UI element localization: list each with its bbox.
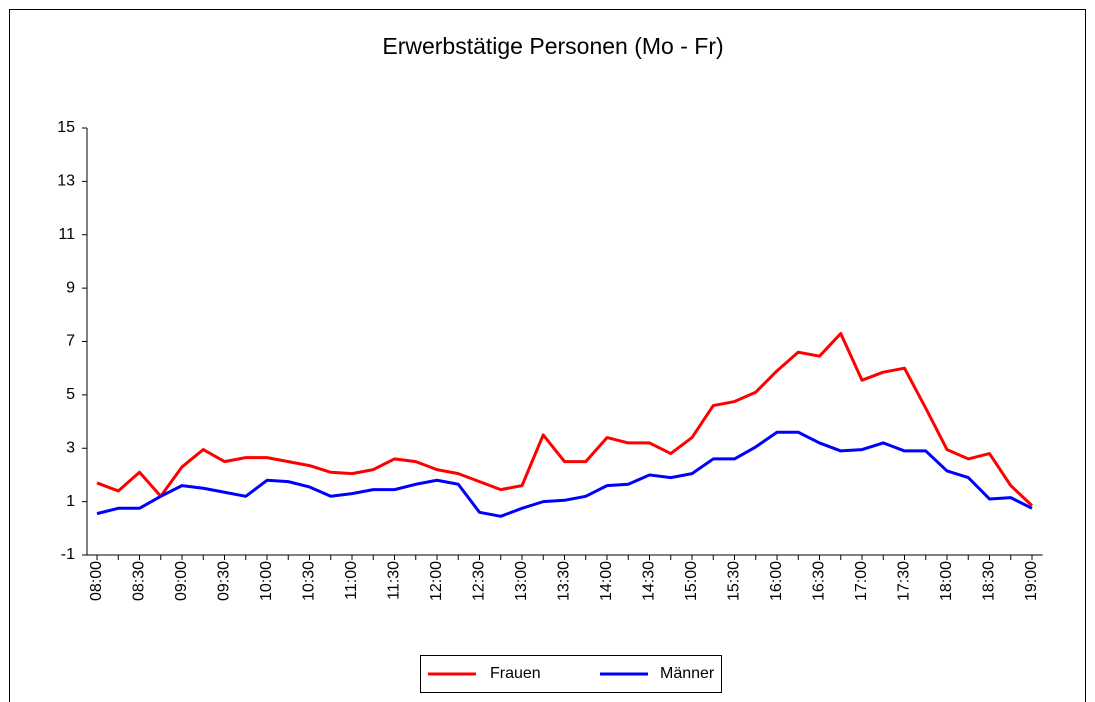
x-tick-label: 10:00 bbox=[258, 561, 275, 601]
x-tick-label: 11:00 bbox=[343, 561, 360, 600]
legend-label: Männer bbox=[660, 665, 715, 682]
y-tick-label: 9 bbox=[66, 279, 75, 296]
x-tick-label: 18:00 bbox=[938, 561, 955, 601]
x-tick-label: 14:30 bbox=[641, 561, 658, 601]
legend-label: Frauen bbox=[490, 665, 541, 682]
y-tick-label: 13 bbox=[57, 173, 75, 190]
x-tick-label: 19:00 bbox=[1023, 561, 1040, 601]
x-tick-label: 16:00 bbox=[768, 561, 785, 601]
x-tick-label: 11:30 bbox=[386, 561, 403, 600]
series-line bbox=[96, 430, 1033, 518]
series-line bbox=[96, 331, 1034, 507]
y-tick-label: -1 bbox=[61, 546, 75, 563]
x-tick-label: 12:00 bbox=[428, 561, 445, 601]
y-tick-label: 1 bbox=[66, 493, 75, 510]
x-tick-label: 17:00 bbox=[853, 561, 870, 601]
x-tick-label: 09:30 bbox=[216, 561, 233, 601]
x-tick-label: 15:00 bbox=[683, 561, 700, 601]
x-tick-label: 17:30 bbox=[896, 561, 913, 601]
y-tick-label: 7 bbox=[66, 333, 75, 350]
x-tick-label: 14:00 bbox=[598, 561, 615, 601]
y-tick-label: 15 bbox=[57, 119, 75, 136]
chart-title: Erwerbstätige Personen (Mo - Fr) bbox=[382, 33, 723, 59]
chart-border bbox=[9, 9, 1086, 702]
x-tick-label: 13:30 bbox=[556, 561, 573, 601]
x-tick-label: 15:30 bbox=[726, 561, 743, 601]
x-tick-label: 08:30 bbox=[131, 561, 148, 601]
x-tick-label: 18:30 bbox=[981, 561, 998, 601]
x-tick-label: 12:30 bbox=[471, 561, 488, 601]
x-tick-label: 08:00 bbox=[88, 561, 105, 601]
y-tick-label: 5 bbox=[66, 386, 75, 403]
x-tick-label: 16:30 bbox=[811, 561, 828, 601]
x-tick-label: 09:00 bbox=[173, 561, 190, 601]
x-tick-label: 10:30 bbox=[301, 561, 318, 601]
x-tick-label: 13:00 bbox=[513, 561, 530, 601]
y-tick-label: 11 bbox=[58, 226, 75, 243]
y-tick-label: 3 bbox=[66, 439, 75, 456]
